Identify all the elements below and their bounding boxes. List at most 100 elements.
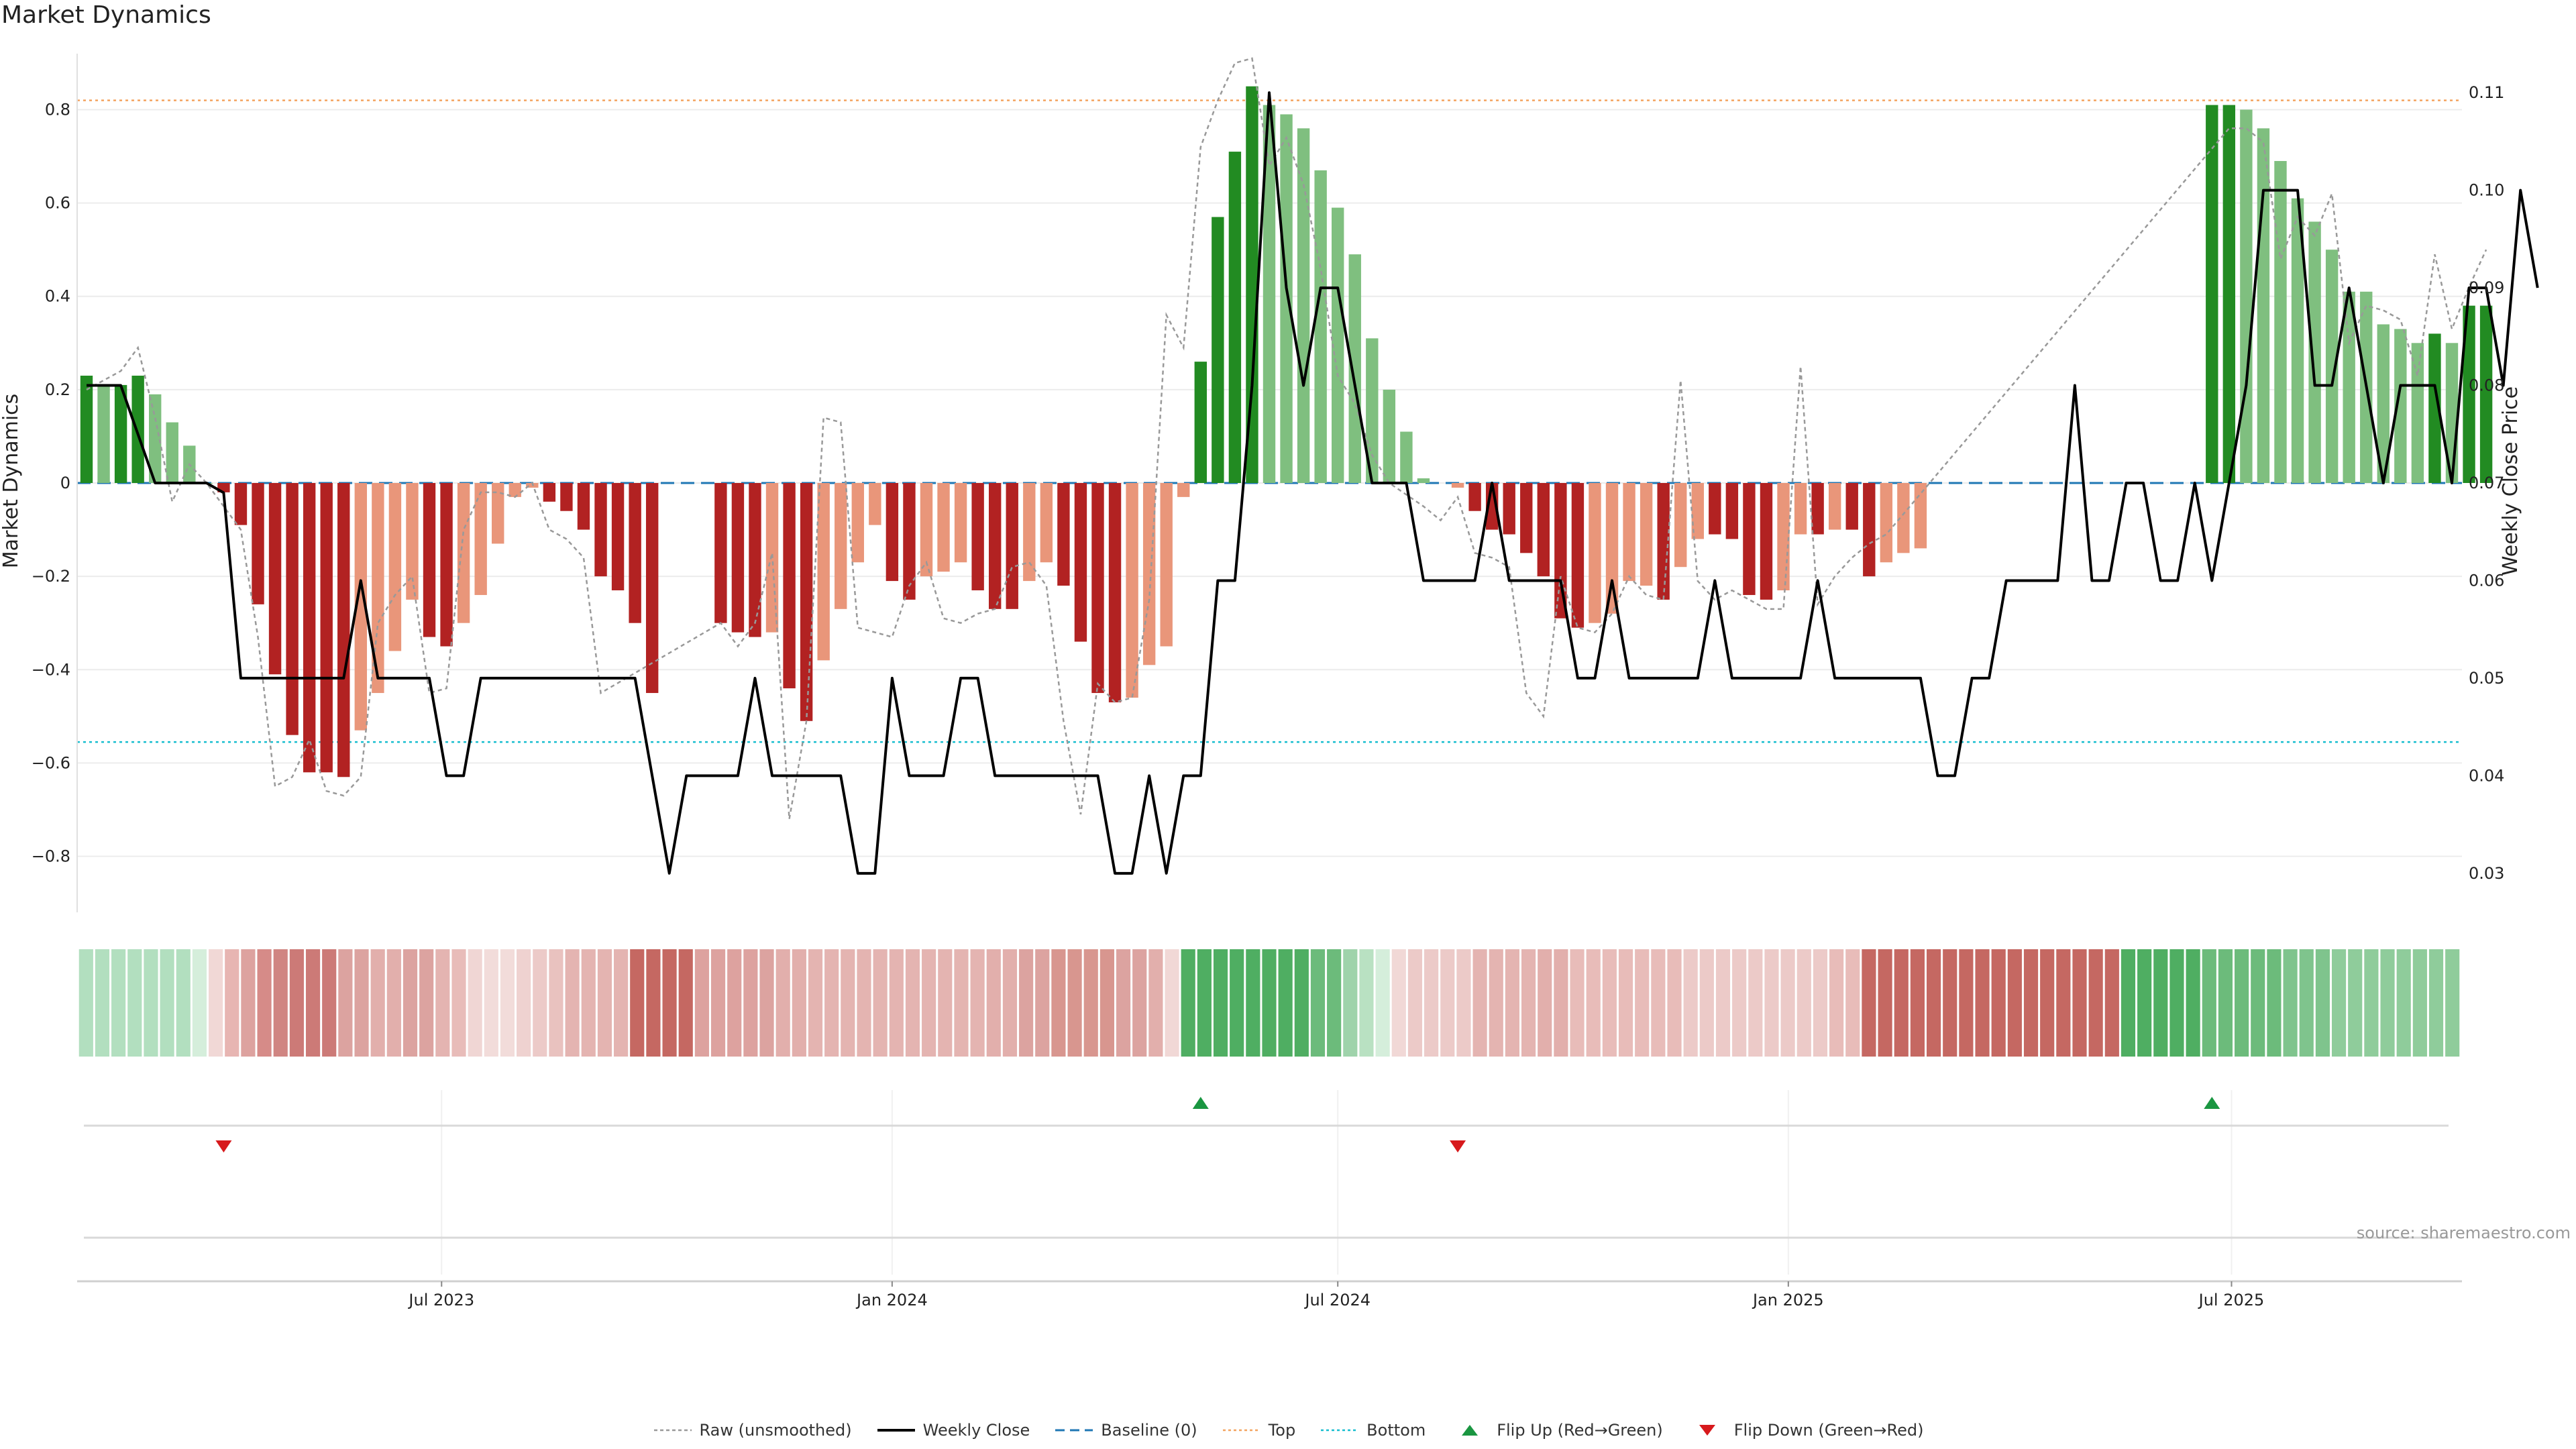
y-tick-label: 0 bbox=[60, 474, 70, 492]
dynamics-bar bbox=[2428, 333, 2441, 483]
heat-cell bbox=[257, 949, 272, 1057]
dynamics-bar bbox=[234, 483, 248, 525]
dynamics-bar bbox=[1228, 152, 1242, 483]
heat-cell bbox=[241, 949, 256, 1057]
dynamics-bar bbox=[731, 483, 745, 633]
heat-cell bbox=[78, 949, 93, 1057]
heat-cell bbox=[1489, 949, 1503, 1057]
heat-cell bbox=[630, 949, 645, 1057]
heat-cell bbox=[1959, 949, 1974, 1057]
dynamics-bar bbox=[2343, 291, 2355, 483]
heat-cell bbox=[2412, 949, 2427, 1057]
dynamics-bar bbox=[1177, 483, 1190, 497]
heat-cell bbox=[517, 949, 531, 1057]
legend-swatch bbox=[1222, 1429, 1260, 1432]
heat-cell bbox=[1019, 949, 1034, 1057]
y-tick-label: −0.8 bbox=[32, 847, 70, 866]
dynamics-bar bbox=[1520, 483, 1533, 553]
heat-cell bbox=[2364, 949, 2379, 1057]
heat-cell bbox=[759, 949, 774, 1057]
heat-cell bbox=[1310, 949, 1326, 1057]
legend-swatch bbox=[1462, 1425, 1479, 1436]
heat-cell bbox=[1602, 949, 1617, 1057]
heat-cell bbox=[1943, 949, 1957, 1057]
dynamics-bar bbox=[2411, 343, 2424, 483]
legend-swatch bbox=[653, 1429, 692, 1432]
dynamics-bar bbox=[1057, 483, 1070, 586]
heat-cell bbox=[1424, 949, 1439, 1057]
dynamics-bar bbox=[543, 483, 556, 502]
dynamics-bar bbox=[1674, 483, 1687, 568]
heat-cell bbox=[581, 949, 596, 1057]
flip-down-swatch bbox=[1699, 1425, 1715, 1436]
dynamics-bar bbox=[1383, 389, 1396, 483]
heat-cell bbox=[1667, 949, 1682, 1057]
dynamics-bar bbox=[1468, 483, 1481, 511]
dynamics-bar bbox=[2377, 324, 2390, 483]
y-tick-label: −0.4 bbox=[32, 660, 70, 679]
raw-line bbox=[86, 57, 2487, 820]
x-tick-label: Jul 2025 bbox=[2198, 1291, 2265, 1309]
dynamics-bar bbox=[1640, 483, 1653, 586]
heat-cell bbox=[1456, 949, 1471, 1057]
heat-cell bbox=[1764, 949, 1779, 1057]
heat-cell bbox=[533, 949, 547, 1057]
legend-label: Raw (unsmoothed) bbox=[699, 1421, 852, 1440]
heat-cell bbox=[1002, 949, 1018, 1057]
dynamics-bar bbox=[457, 483, 470, 623]
dynamics-bar bbox=[252, 483, 264, 604]
heat-cell bbox=[2056, 949, 2071, 1057]
dynamics-bar bbox=[492, 483, 504, 544]
dynamics-bar bbox=[268, 483, 282, 675]
dynamics-bar bbox=[1040, 483, 1053, 563]
dynamics-bar bbox=[1212, 217, 1224, 483]
heat-cell bbox=[954, 949, 969, 1057]
flip-up-swatch bbox=[1462, 1425, 1479, 1436]
heat-cell bbox=[1343, 949, 1358, 1057]
dynamics-bar bbox=[337, 483, 350, 777]
y2-tick-label: 0.11 bbox=[2469, 83, 2504, 102]
heat-cell bbox=[451, 949, 466, 1057]
y-axis-title: Market Dynamics bbox=[0, 394, 23, 569]
legend-label: Flip Up (Red→Green) bbox=[1497, 1421, 1663, 1440]
heat-cell bbox=[1796, 949, 1811, 1057]
dynamics-bar bbox=[645, 483, 659, 694]
heat-cell bbox=[1099, 949, 1114, 1057]
heat-cell bbox=[1472, 949, 1487, 1057]
heat-cell bbox=[2380, 949, 2395, 1057]
heat-cell bbox=[500, 949, 515, 1057]
y2-tick-label: 0.09 bbox=[2469, 278, 2504, 297]
heat-cell bbox=[484, 949, 498, 1057]
dynamics-bar bbox=[508, 483, 521, 497]
dynamics-bar bbox=[885, 483, 899, 582]
dynamics-bar bbox=[1743, 483, 1756, 595]
heat-cell bbox=[1359, 949, 1374, 1057]
dynamics-bar bbox=[2206, 105, 2218, 484]
heat-cell bbox=[2299, 949, 2314, 1057]
dynamics-bar bbox=[1366, 338, 1379, 483]
heat-cell bbox=[2153, 949, 2168, 1057]
dynamics-bar bbox=[1108, 483, 1122, 702]
dynamics-bar bbox=[1554, 483, 1567, 619]
legend: Raw (unsmoothed) Weekly Close Baseline (0)… bbox=[0, 1421, 2576, 1440]
dynamics-bar bbox=[1691, 483, 1704, 539]
heat-cell bbox=[2121, 949, 2136, 1057]
dynamics-bar bbox=[1126, 483, 1138, 698]
heat-cell bbox=[2007, 949, 2022, 1057]
dynamics-bar bbox=[954, 483, 967, 563]
heat-cell bbox=[1197, 949, 1212, 1057]
dynamics-bar bbox=[303, 483, 316, 773]
heat-cell bbox=[1780, 949, 1795, 1057]
dynamics-bar bbox=[2291, 198, 2304, 483]
heat-cell bbox=[2235, 949, 2249, 1057]
dynamics-bar bbox=[1863, 483, 1876, 577]
heat-cell bbox=[808, 949, 823, 1057]
heat-cell bbox=[1035, 949, 1050, 1057]
dynamics-bars bbox=[80, 86, 2493, 777]
x-tick-label: Jul 2024 bbox=[1303, 1291, 1371, 1309]
dynamics-bar bbox=[1246, 86, 1258, 483]
dynamics-bar bbox=[406, 483, 419, 600]
heat-cell bbox=[1505, 949, 1519, 1057]
heat-cell bbox=[1991, 949, 2006, 1057]
